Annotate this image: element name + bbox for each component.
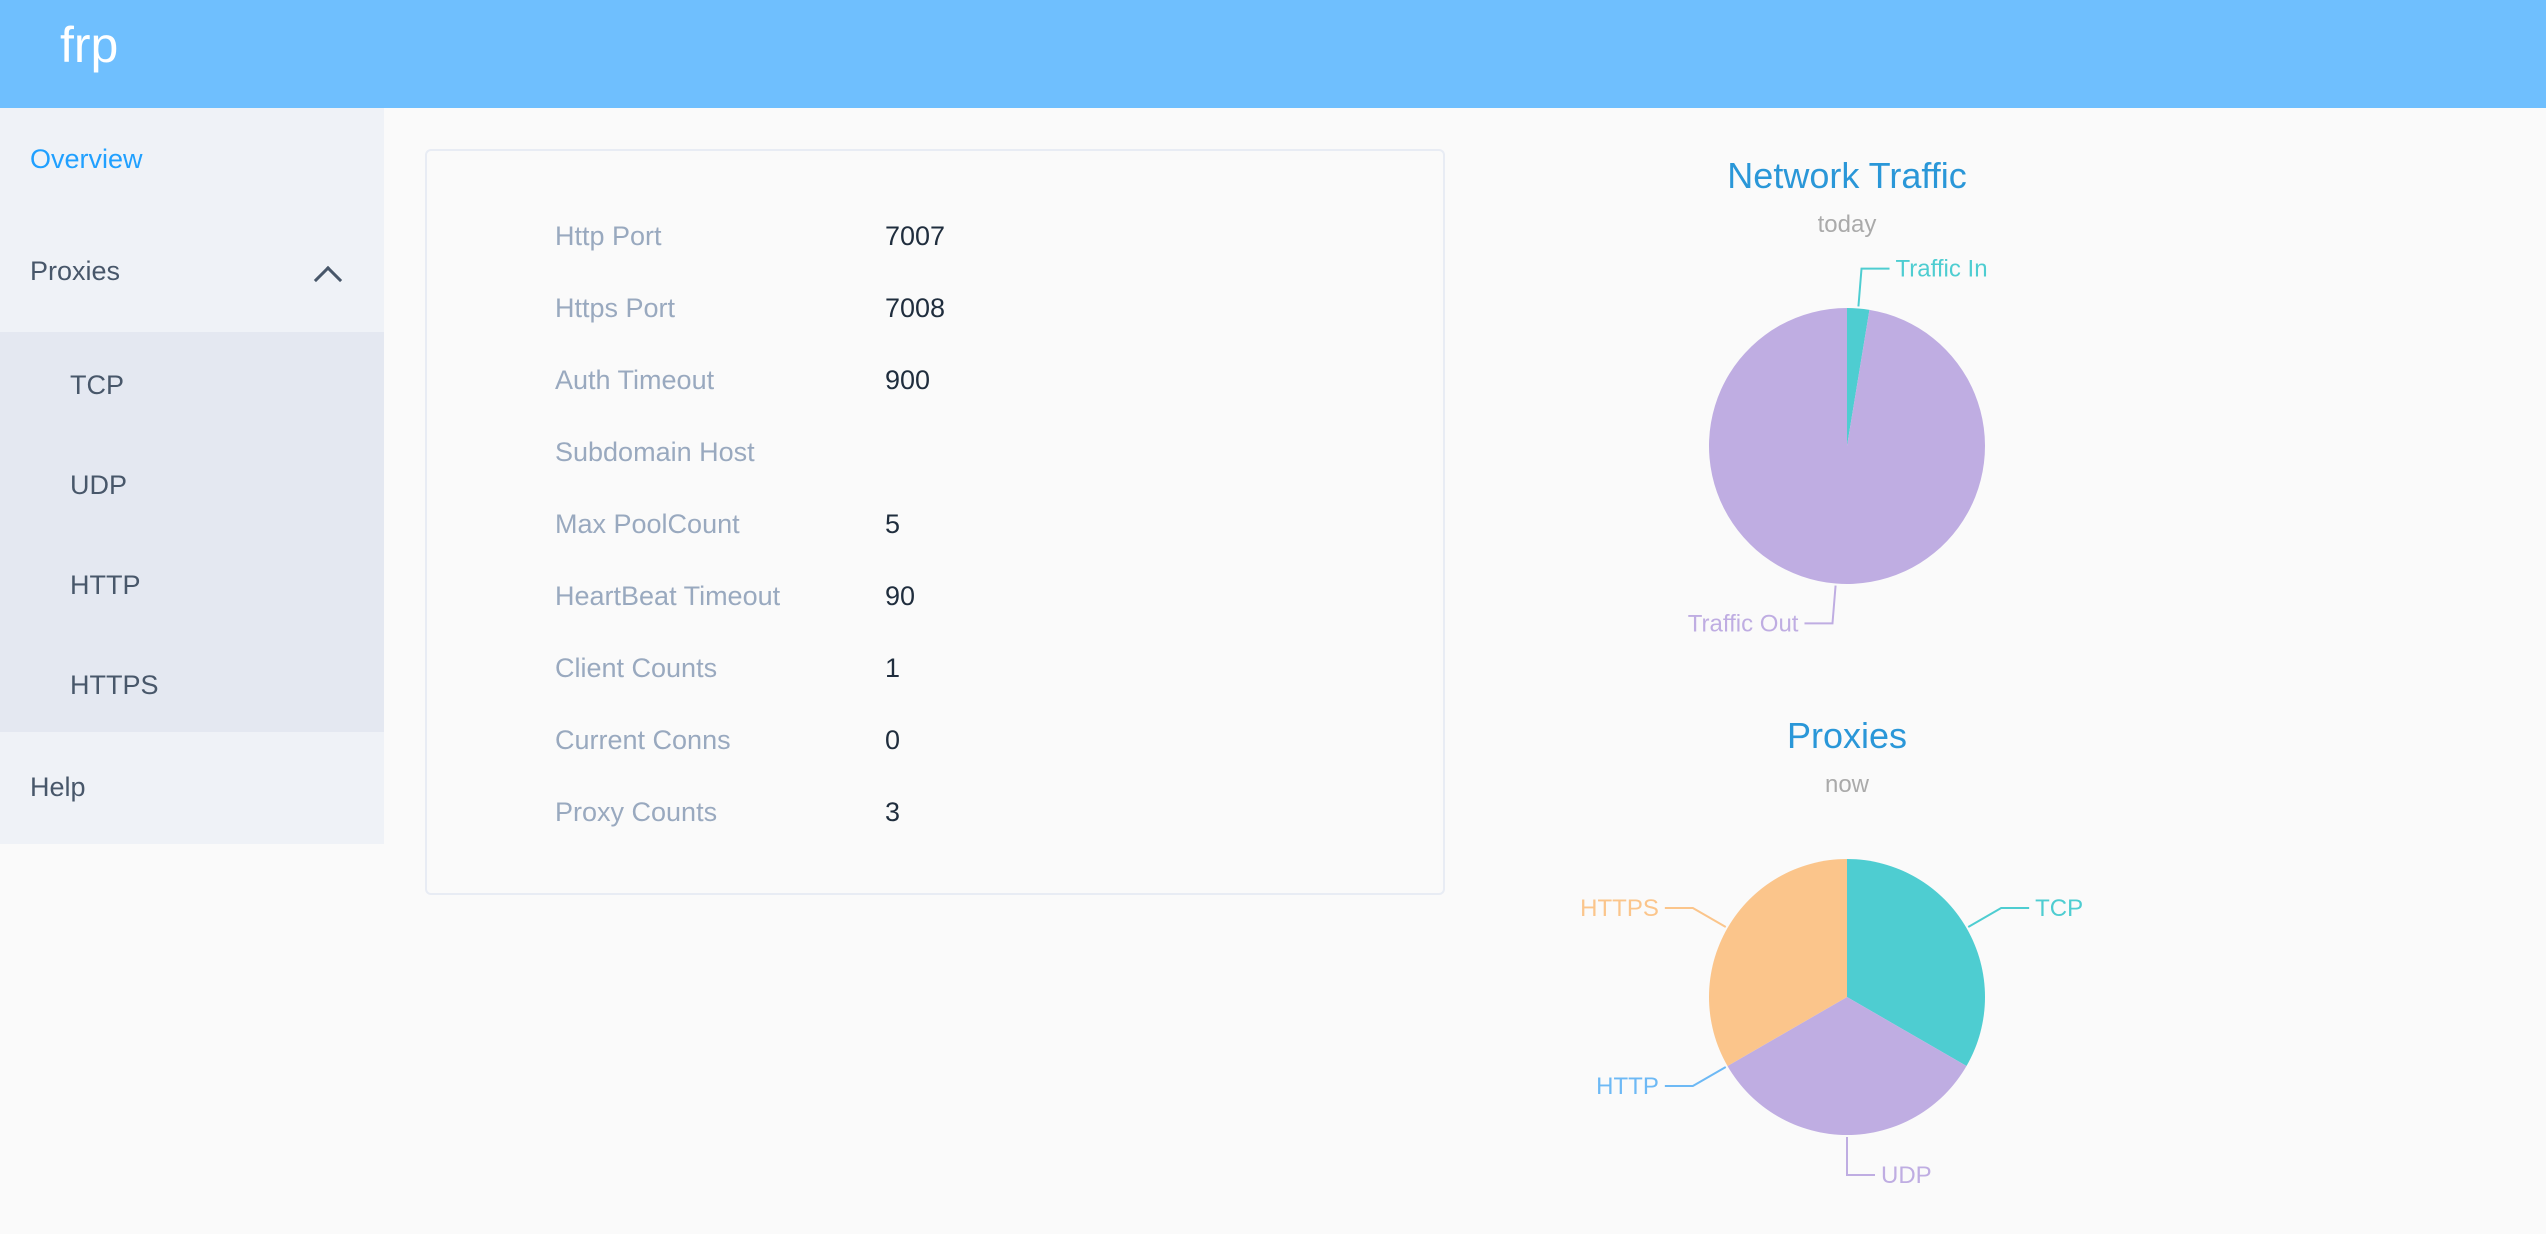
sidebar-item-proxies[interactable]: Proxies xyxy=(30,256,121,286)
sidebar-item-udp[interactable]: UDP xyxy=(70,470,128,500)
info-value: 900 xyxy=(885,365,931,395)
sidebar-item-help[interactable]: Help xyxy=(30,772,86,802)
proxies-submenu: TCP UDP HTTP HTTPS xyxy=(0,332,384,732)
info-value: 1 xyxy=(885,653,901,683)
info-value: 7008 xyxy=(885,293,946,323)
label-line xyxy=(1804,585,1837,625)
info-label: Max PoolCount xyxy=(555,509,740,539)
sidebar-item-overview[interactable]: Overview xyxy=(30,144,143,174)
label-line xyxy=(1846,1137,1875,1176)
pie-slice[interactable] xyxy=(1709,859,1847,1066)
label-line xyxy=(1664,907,1727,928)
server-info-card: Http Port 7007 Https Port 7008 Auth Timeout 9… xyxy=(425,149,1445,895)
info-label: Http Port xyxy=(555,221,662,251)
label-line xyxy=(1967,907,2030,928)
pie-slice[interactable] xyxy=(1847,859,1986,1066)
slice-label: HTTP xyxy=(1596,1073,1659,1100)
sidebar-item-tcp[interactable]: TCP xyxy=(70,370,124,400)
chart-subtitle: today xyxy=(1818,211,1877,238)
info-label: Client Counts xyxy=(555,653,718,683)
info-value: 7007 xyxy=(885,221,946,251)
sidebar-item-http[interactable]: HTTP xyxy=(70,570,141,600)
info-label: Https Port xyxy=(555,293,676,323)
info-label: Proxy Counts xyxy=(555,797,718,827)
slice-label: Traffic Out xyxy=(1688,610,1799,637)
slice-label: HTTPS xyxy=(1580,895,1659,922)
sidebar-item-https[interactable]: HTTPS xyxy=(70,670,159,700)
slice-label: TCP xyxy=(2035,895,2083,922)
chart-title: Network Traffic xyxy=(1727,155,1966,196)
label-line xyxy=(1664,1066,1727,1087)
info-label: Current Conns xyxy=(555,725,731,755)
info-value: 90 xyxy=(885,581,916,611)
chart-title: Proxies xyxy=(1787,715,1907,756)
slice-label: UDP xyxy=(1881,1162,1932,1189)
top-header: frp xyxy=(0,0,2546,108)
info-value: 0 xyxy=(885,725,901,755)
info-label: Subdomain Host xyxy=(555,437,755,467)
info-value: 3 xyxy=(885,797,901,827)
info-label: Auth Timeout xyxy=(555,365,715,395)
chart-subtitle: now xyxy=(1825,771,1870,798)
pie-slice[interactable] xyxy=(1847,308,1870,446)
pie-slice[interactable] xyxy=(1708,308,1985,584)
sidebar: Overview Proxies TCP UDP HTTP HTTPS Help xyxy=(0,108,384,844)
app-logo: frp xyxy=(60,17,119,73)
info-value: 5 xyxy=(885,509,901,539)
info-label: HeartBeat Timeout xyxy=(555,581,781,611)
label-line xyxy=(1857,267,1890,307)
slice-label: Traffic In xyxy=(1896,256,1988,283)
